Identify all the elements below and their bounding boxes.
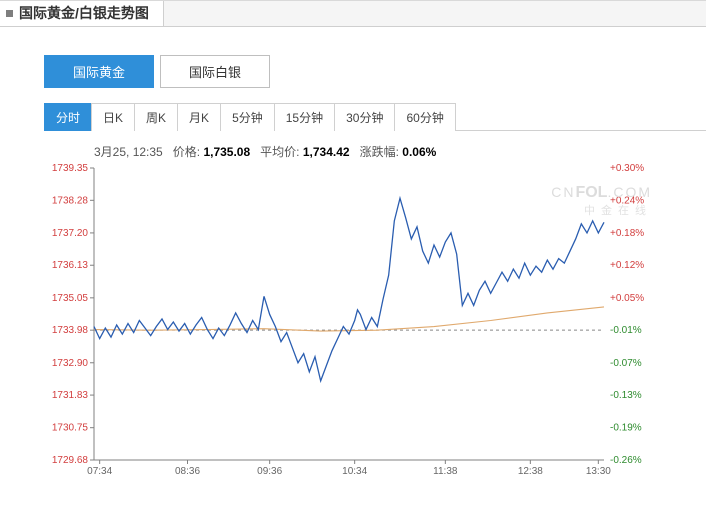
stats-price: 1,735.08 [203, 145, 250, 159]
timeframe-tab[interactable]: 日K [91, 103, 135, 131]
svg-text:13:30: 13:30 [586, 466, 611, 477]
asset-tab[interactable]: 国际黄金 [44, 55, 154, 88]
timeframe-tab[interactable]: 周K [134, 103, 178, 131]
timeframe-tab[interactable]: 15分钟 [274, 103, 335, 131]
timeframe-tab[interactable]: 分时 [44, 103, 92, 131]
svg-text:-0.26%: -0.26% [610, 455, 642, 466]
timeframe-tab[interactable]: 月K [177, 103, 221, 131]
timeframe-tab[interactable]: 5分钟 [220, 103, 275, 131]
panel-title-tab: 国际黄金/白银走势图 [0, 1, 164, 26]
stats-avg: 1,734.42 [303, 145, 350, 159]
chart-panel: 国际黄金/白银走势图 国际黄金国际白银 分时日K周K月K5分钟15分钟30分钟6… [0, 0, 706, 494]
svg-text:-0.01%: -0.01% [610, 325, 642, 336]
stats-avg-label: 平均价: [260, 145, 299, 159]
price-chart: 1739.35 1738.28 1737.20 1736.13 1735.05 1733.… [44, 164, 654, 484]
svg-text:1732.90: 1732.90 [52, 358, 89, 369]
svg-text:+0.18%: +0.18% [610, 228, 644, 239]
svg-text:09:36: 09:36 [257, 466, 282, 477]
panel-title: 国际黄金/白银走势图 [19, 5, 149, 21]
svg-text:12:38: 12:38 [518, 466, 543, 477]
chart-container: CNFOL.COM 中金在线 1739.351738.281737.201736… [44, 164, 706, 484]
asset-tabs: 国际黄金国际白银 [44, 55, 706, 88]
svg-text:1735.05: 1735.05 [52, 293, 89, 304]
title-bullet-icon [6, 10, 13, 17]
svg-text:1737.20: 1737.20 [52, 228, 89, 239]
svg-text:07:34: 07:34 [87, 466, 112, 477]
svg-text:1729.68: 1729.68 [52, 455, 89, 466]
timeframe-bar: 分时日K周K月K5分钟15分钟30分钟60分钟 [44, 102, 706, 131]
svg-text:1733.98: 1733.98 [52, 325, 89, 336]
stats-chg-label: 涨跌幅: [360, 145, 399, 159]
svg-text:-0.13%: -0.13% [610, 390, 642, 401]
timeframe-tab[interactable]: 60分钟 [394, 103, 455, 131]
svg-text:+0.30%: +0.30% [610, 164, 644, 174]
svg-text:1731.83: 1731.83 [52, 390, 89, 401]
svg-text:1730.75: 1730.75 [52, 423, 89, 434]
svg-text:1739.35: 1739.35 [52, 164, 89, 174]
svg-text:10:34: 10:34 [342, 466, 367, 477]
stats-line: 3月25, 12:35 价格: 1,735.08 平均价: 1,734.42 涨… [94, 143, 706, 160]
svg-text:08:36: 08:36 [175, 466, 200, 477]
timeframe-tab[interactable]: 30分钟 [334, 103, 395, 131]
svg-text:+0.05%: +0.05% [610, 293, 644, 304]
title-bar: 国际黄金/白银走势图 [0, 1, 706, 27]
stats-price-label: 价格: [173, 145, 200, 159]
svg-text:11:38: 11:38 [433, 466, 458, 477]
stats-chg: 0.06% [402, 145, 436, 159]
svg-text:1736.13: 1736.13 [52, 260, 89, 271]
svg-text:+0.24%: +0.24% [610, 195, 644, 206]
svg-text:+0.12%: +0.12% [610, 260, 644, 271]
stats-datetime: 3月25, 12:35 [94, 145, 163, 159]
svg-text:1738.28: 1738.28 [52, 195, 89, 206]
asset-tab[interactable]: 国际白银 [160, 55, 270, 88]
svg-text:-0.19%: -0.19% [610, 423, 642, 434]
svg-text:-0.07%: -0.07% [610, 358, 642, 369]
